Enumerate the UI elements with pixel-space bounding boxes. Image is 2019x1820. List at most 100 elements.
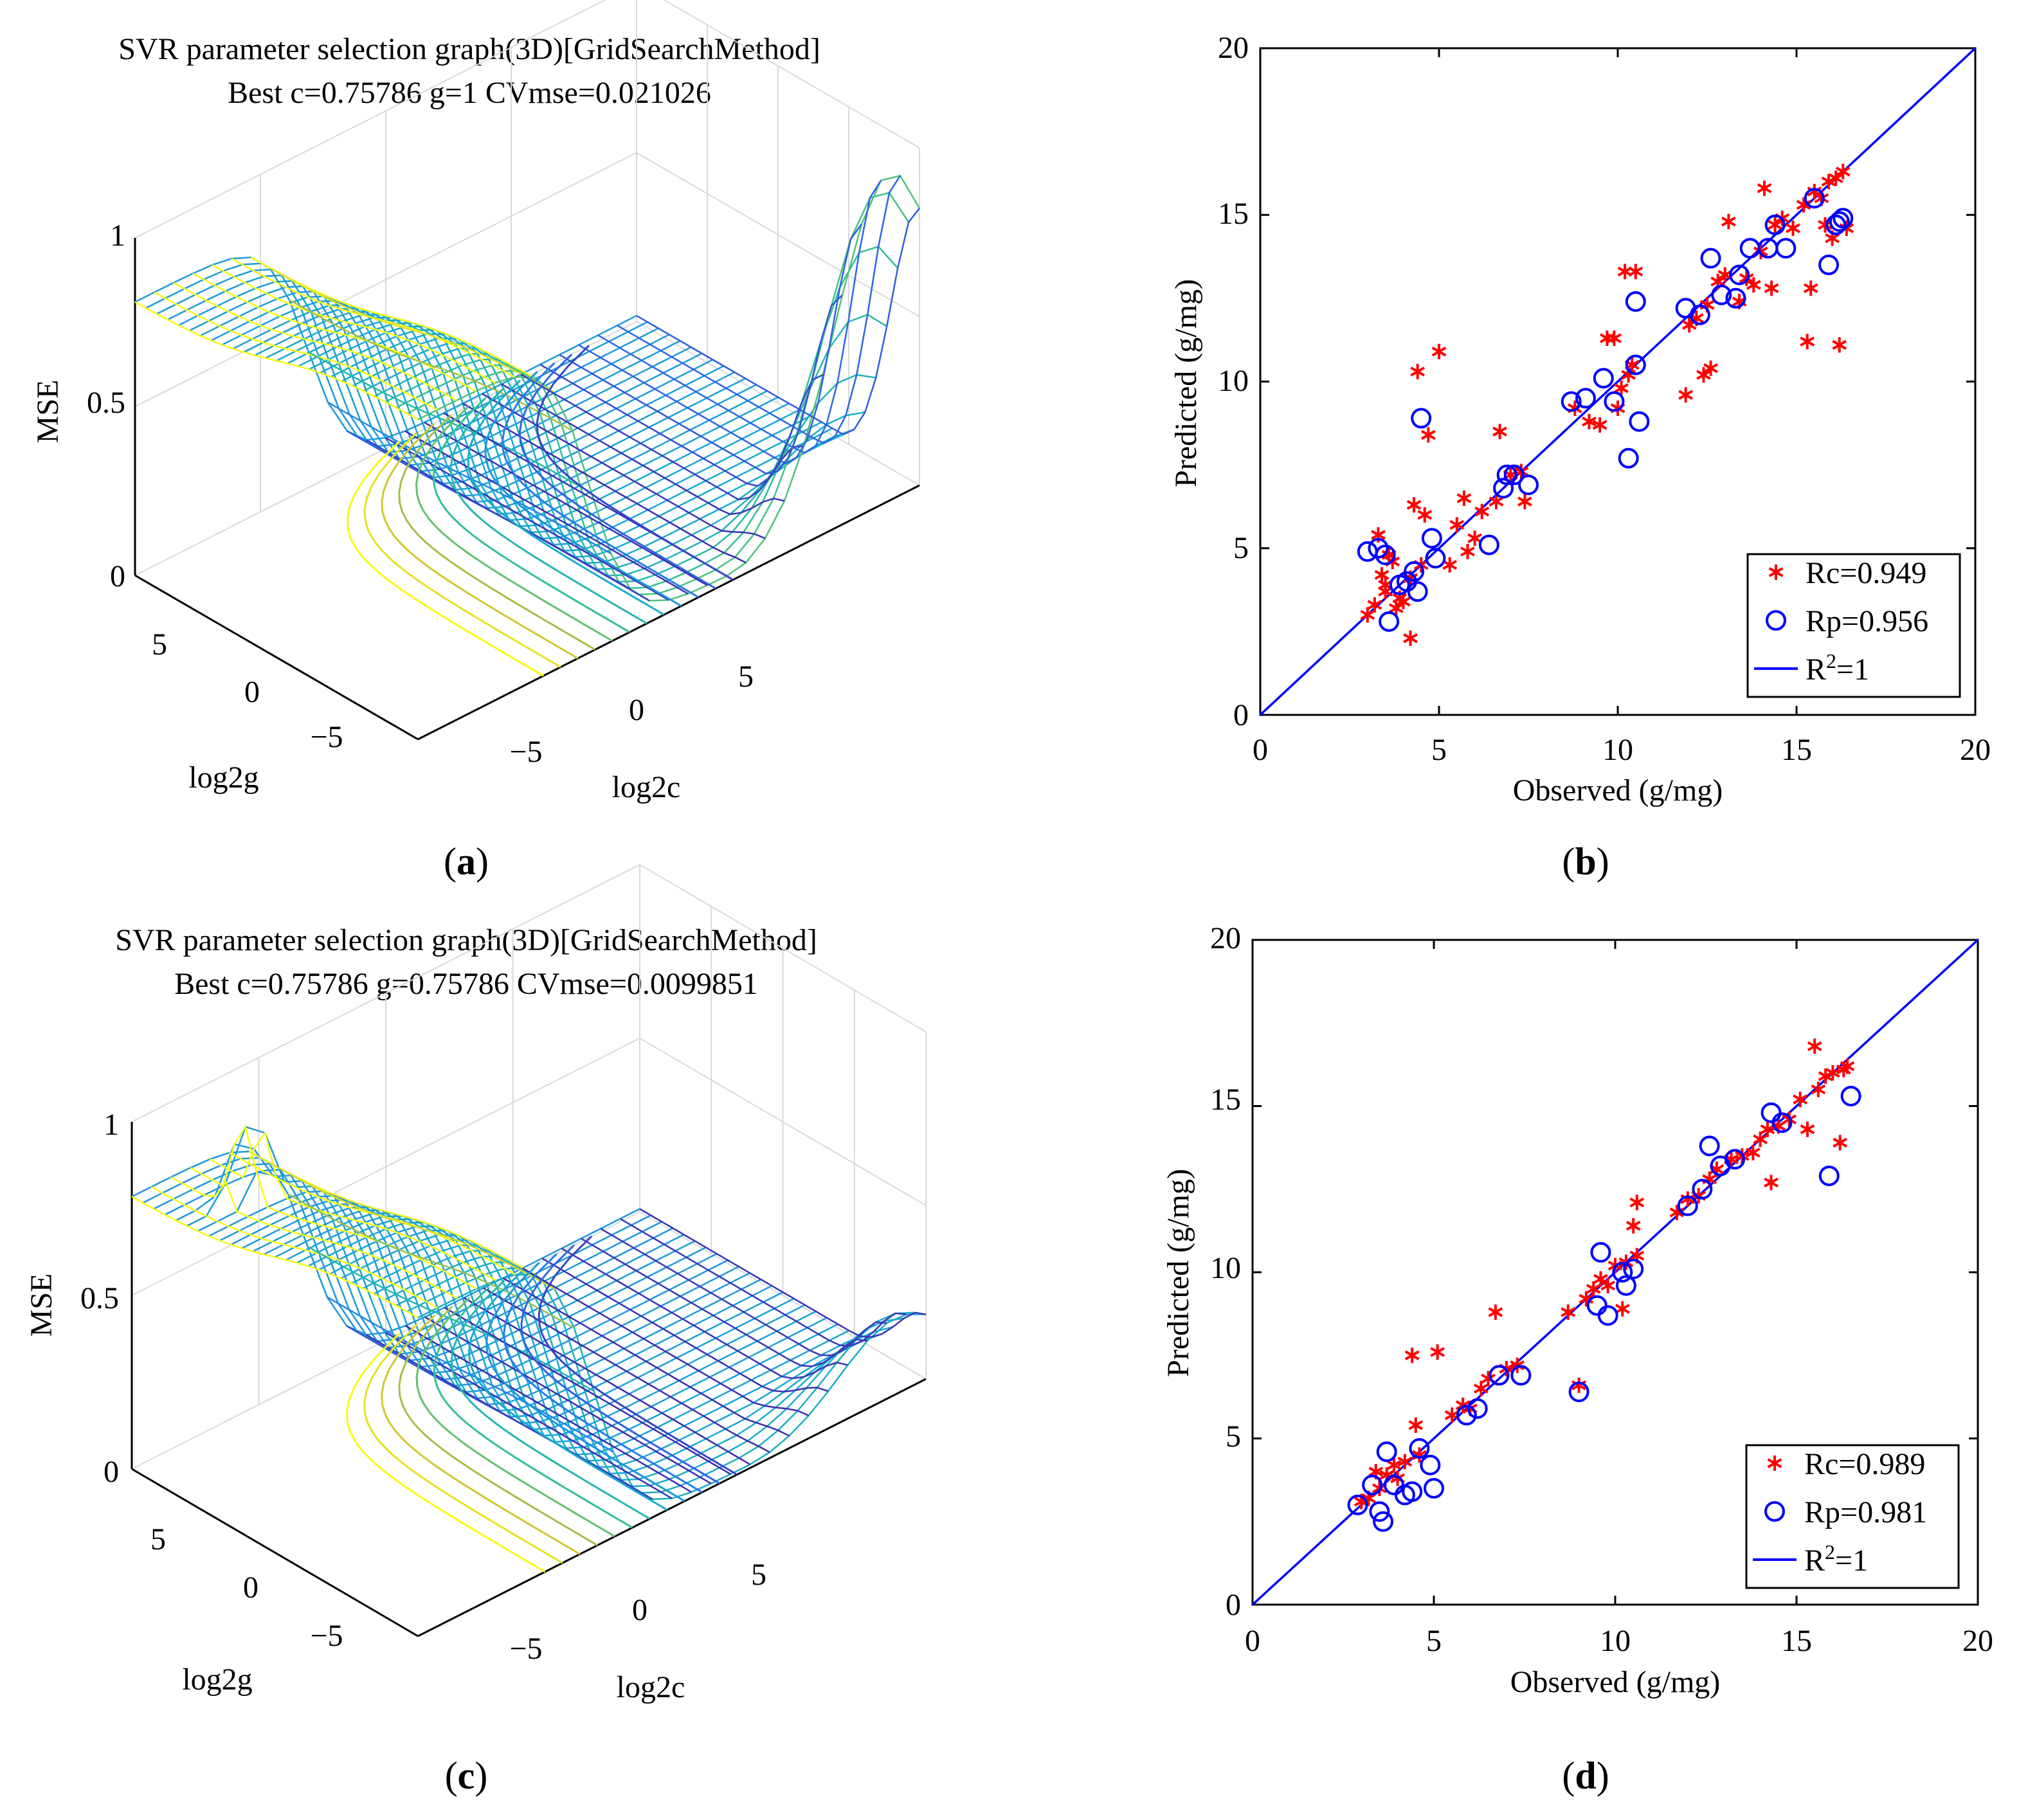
panelB-prediction-point	[1825, 214, 1847, 235]
panelD-prediction-point	[1402, 1481, 1423, 1502]
asterisk-stroke	[1800, 336, 1815, 347]
panelC-contour-0	[345, 1333, 546, 1573]
panelB-prediction-point	[1729, 264, 1750, 285]
panel-a-g-tick-minus5: −5	[310, 720, 343, 754]
panelA-mesh-c-19	[501, 383, 785, 516]
panelA-contour-6	[449, 388, 647, 625]
panel-a-surface-plot: SVR parameter selection graph(3D)[GridSe…	[31, 0, 921, 883]
panelA-contour-9	[502, 362, 700, 599]
panelC-mesh-c-2	[170, 1176, 458, 1299]
panelA-mesh-c-20	[520, 374, 804, 501]
panelC-mesh-c-22	[561, 1247, 848, 1380]
panelD-calibration-point	[1807, 1038, 1822, 1054]
panelB-prediction-point	[1833, 208, 1854, 229]
panelC-wall-grid-z-1	[131, 1037, 927, 1296]
asterisk-stroke	[1517, 496, 1532, 507]
panel-d-legend-rp: Rp=0.981	[1804, 1495, 1927, 1529]
panelB-calibration-point	[1406, 497, 1422, 513]
panelB-prediction-point	[1764, 214, 1786, 235]
panelB-prediction-point	[1561, 391, 1582, 412]
panel-d-legend-rc: Rc=0.989	[1804, 1447, 1925, 1481]
panel-d-y-label: Predicted (g/mg)	[1161, 1169, 1195, 1377]
asterisk-stroke	[1460, 546, 1475, 557]
panelB-prediction-point	[1711, 284, 1732, 305]
panelC-contour-5	[433, 1288, 633, 1529]
panelD-prediction-point	[1590, 1241, 1611, 1263]
panel-c-c-label: log2c	[617, 1670, 685, 1704]
asterisk-stroke	[1361, 1493, 1376, 1504]
panelB-prediction-point	[1493, 478, 1514, 499]
panelD-prediction-point	[1623, 1258, 1644, 1279]
asterisk-stroke	[1760, 1124, 1775, 1135]
asterisk-stroke	[1681, 320, 1697, 330]
asterisk-stroke	[1821, 176, 1836, 187]
panelD-prediction-point	[1420, 1454, 1441, 1475]
panel-b-y-tick-5: 5	[1233, 531, 1249, 565]
panelC-contour-2	[381, 1315, 581, 1555]
panel-b-y-label: Predicted (g/mg)	[1169, 279, 1203, 487]
panelC-g-axis	[131, 1468, 419, 1637]
asterisk-stroke	[1767, 1458, 1782, 1468]
asterisk-stroke	[1833, 1137, 1848, 1148]
panel-b-x-label: Observed (g/mg)	[1513, 773, 1723, 807]
asterisk-stroke	[1449, 519, 1465, 530]
asterisk-stroke	[1825, 1068, 1840, 1078]
panelC-mesh-c-25	[619, 1218, 907, 1347]
panelB-calibration-point	[1832, 337, 1847, 353]
panelA-wall-grid-z-2	[134, 0, 920, 239]
panelD-prediction-point	[1456, 1405, 1477, 1426]
panelC-mesh-c-17	[463, 1297, 751, 1465]
panelB-prediction-point	[1404, 561, 1425, 582]
asterisk-stroke	[1818, 1071, 1833, 1081]
panel-c-surface-mesh	[131, 1124, 927, 1500]
asterisk-stroke	[1745, 1148, 1761, 1158]
asterisk-stroke	[1600, 1280, 1616, 1291]
asterisk-stroke	[1579, 1293, 1594, 1304]
asterisk-stroke	[1835, 167, 1851, 177]
panel-c-c-tick-5: 5	[751, 1558, 766, 1592]
panelC-mesh-c-21	[541, 1257, 829, 1392]
asterisk-stroke	[1696, 370, 1711, 380]
asterisk-stroke	[1488, 1307, 1503, 1317]
panelB-calibration-point	[1417, 507, 1433, 523]
panelB-calibration-point	[1442, 557, 1458, 573]
asterisk-stroke	[1678, 390, 1694, 400]
panel-b-y-tick-20: 20	[1218, 31, 1249, 65]
panelC-mesh-c-16	[444, 1306, 731, 1475]
asterisk-stroke	[1386, 1460, 1402, 1470]
asterisk-stroke	[1404, 1350, 1420, 1360]
asterisk-stroke	[1360, 609, 1375, 620]
panel-a-caption-letter: a	[457, 840, 476, 883]
panel-c-c-tick-0: 0	[632, 1593, 647, 1627]
panel-d-legend-circle-marker	[1764, 1501, 1785, 1522]
panel-d-points	[1251, 939, 1979, 1606]
panelD-prediction-point	[1699, 1135, 1720, 1157]
asterisk-stroke	[1582, 416, 1597, 427]
panelC-mesh-c-20	[522, 1267, 810, 1416]
panelA-mesh-c-13	[385, 437, 669, 601]
panelA-mesh-c-25	[617, 175, 901, 444]
panelB-prediction-point	[1618, 447, 1639, 469]
asterisk-stroke	[1818, 220, 1833, 230]
panelD-calibration-point	[1800, 1121, 1815, 1137]
panelB-calibration-point	[1757, 180, 1772, 196]
panel-c-g-tick-0: 0	[243, 1571, 258, 1605]
asterisk-stroke	[1669, 1207, 1685, 1218]
asterisk-stroke	[1593, 1274, 1608, 1284]
asterisk-stroke	[1444, 1410, 1460, 1421]
panelA-contour-5	[432, 397, 630, 633]
panelB-prediction-point	[1478, 534, 1499, 555]
asterisk-stroke	[1629, 1197, 1645, 1208]
panelA-contour-7	[467, 379, 665, 616]
asterisk-stroke	[1561, 1307, 1576, 1317]
panelD-prediction-point	[1597, 1305, 1618, 1326]
panelA-mesh-c-1	[154, 291, 438, 411]
panelB-prediction-point	[1625, 354, 1646, 375]
panelA-mesh-c-4	[212, 264, 496, 384]
panel-c-z-tick-1: 1	[104, 1108, 119, 1142]
asterisk-stroke	[1367, 600, 1382, 610]
panelB-prediction-point	[1575, 388, 1596, 409]
panelD-calibration-point	[1764, 1175, 1779, 1191]
panelA-mesh-c-0	[134, 301, 419, 420]
